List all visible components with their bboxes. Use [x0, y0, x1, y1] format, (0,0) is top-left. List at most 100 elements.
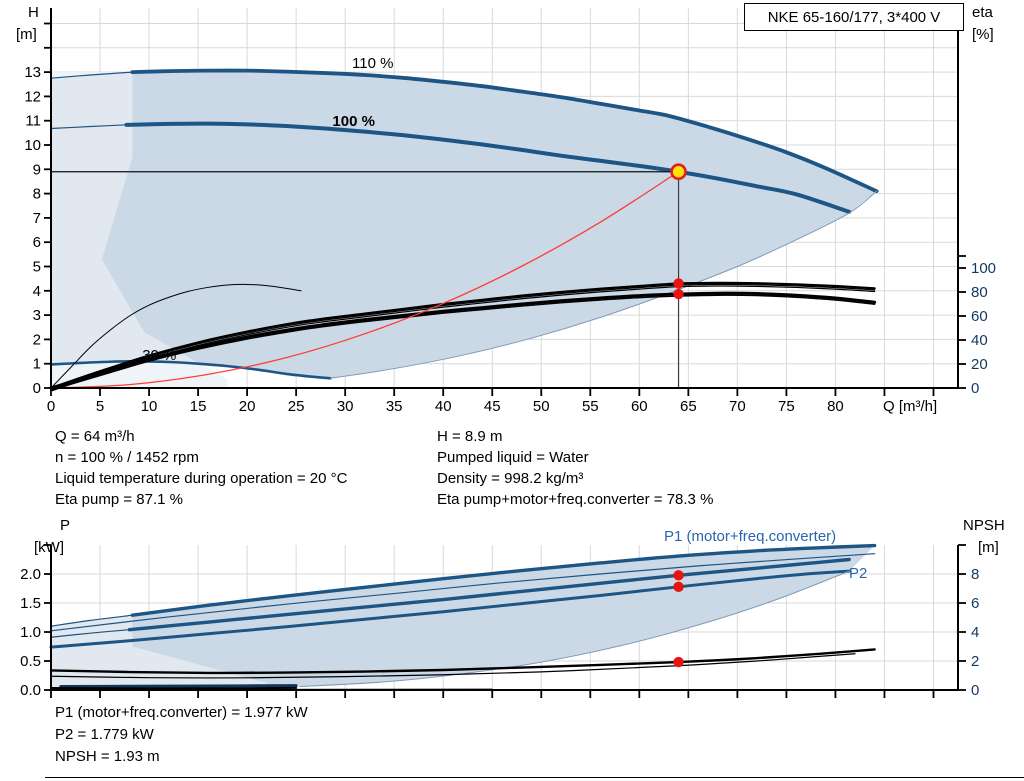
tick-label: 65 — [680, 398, 697, 415]
head-flow-chart[interactable]: 30 %110 %100 %0 5 10 15 20 25 30 35 40 45 50 55 60 65… — [24, 8, 996, 415]
p1-curve-label: P1 (motor+freq.converter) — [664, 528, 837, 545]
p1_100-curve — [127, 557, 851, 632]
tick-label: 11 — [25, 113, 41, 130]
tick-label: 0 — [971, 380, 979, 397]
p2-duty-marker[interactable] — [673, 581, 684, 593]
tick-label: 8 — [971, 566, 979, 583]
tick-label: 45 — [484, 398, 501, 415]
head_110_lead-curve — [50, 71, 133, 79]
head_100-curve — [124, 121, 852, 214]
tick-label: 60 — [971, 308, 988, 325]
info-q: Q = 64 m³/h — [55, 428, 135, 445]
power-y-axis-title: P — [60, 517, 71, 534]
tick-label: 13 — [24, 64, 41, 81]
pump-title: NKE 65-160/177, 3*400 V — [767, 8, 941, 26]
locus_p-curve — [299, 570, 850, 688]
duty-point-marker[interactable] — [670, 163, 687, 181]
result-p1: P1 (motor+freq.converter) = 1.977 kW — [55, 704, 308, 721]
tick-label: 35 — [386, 398, 403, 415]
info-temp: Liquid temperature during operation = 20… — [55, 470, 348, 487]
tick-label: 4 — [33, 283, 41, 300]
tick-label: 6 — [971, 595, 979, 612]
eta_total-curve — [49, 291, 877, 390]
pump-title-box: NKE 65-160/177, 3*400 V — [744, 3, 964, 31]
speed-label-100: 100 % — [332, 113, 375, 130]
power-npsh-chart[interactable]: 0.0 0.5 1.0 1.5 2.0 0 2 4 6 8 — [20, 543, 979, 699]
tick-label: 80 — [827, 398, 844, 415]
npsh_reduced_speed-curve — [50, 686, 298, 690]
eta_reduced_speed-curve — [50, 283, 302, 389]
tick-label: 8 — [33, 186, 41, 203]
flow-axis-title: Q [m³/h] — [883, 398, 938, 415]
bottom-separator — [45, 777, 1024, 778]
tick-label: 70 — [729, 398, 746, 415]
result-npsh: NPSH = 1.93 m — [55, 748, 160, 765]
power-y-axis-unit: [kW] — [34, 539, 64, 556]
tick-label: 20 — [971, 356, 988, 373]
eta-axis-title: eta — [972, 4, 993, 21]
tick-label: 1.5 — [20, 595, 41, 612]
p_reduced_speed-curve — [59, 684, 298, 689]
npsh_b-curve — [50, 653, 856, 679]
npsh-axis-unit: [m] — [978, 539, 999, 556]
max_flow_boundary-curve — [329, 190, 878, 379]
tick-label: 2 — [33, 331, 41, 348]
tick-label: 100 — [971, 260, 996, 277]
info-eta-pump: Eta pump = 87.1 % — [55, 491, 183, 508]
p1_trim-curve — [50, 553, 876, 632]
tick-label: 1 — [33, 356, 41, 373]
tick-label: 80 — [971, 284, 988, 301]
p2-curve-label: P2 — [849, 565, 868, 582]
p2_100-curve — [49, 569, 851, 649]
eta-axis-unit: [%] — [972, 26, 994, 43]
tick-label: 15 — [190, 398, 207, 415]
tick-label: 6 — [33, 234, 41, 251]
npsh-curve — [49, 648, 876, 675]
tick-label: 5 — [33, 259, 41, 276]
speed-label-110: 110 % — [352, 55, 393, 72]
info-eta-total: Eta pump+motor+freq.converter = 78.3 % — [437, 491, 714, 508]
p1_110-curve — [130, 543, 877, 617]
tick-label: 30 — [337, 398, 354, 415]
tick-label: 0.5 — [20, 653, 41, 670]
npsh-duty-marker[interactable] — [673, 656, 684, 668]
info-h: H = 8.9 m — [437, 428, 503, 445]
info-density: Density = 998.2 kg/m³ — [437, 470, 584, 487]
tick-label: 0 — [33, 380, 41, 397]
eta-pump-marker[interactable] — [673, 278, 684, 289]
tick-label: 40 — [435, 398, 452, 415]
tick-label: 7 — [33, 210, 41, 227]
power-range-envelope — [51, 545, 875, 688]
tick-label: 50 — [533, 398, 550, 415]
tick-label: 55 — [582, 398, 599, 415]
tick-label: 1.0 — [20, 624, 41, 641]
eta_pump-curve — [49, 281, 876, 390]
info-speed: n = 100 % / 1452 rpm — [55, 449, 199, 466]
head_100_lead-curve — [50, 124, 128, 130]
eta_pump-curve-b0 — [50, 283, 876, 391]
tick-label: 0 — [971, 682, 979, 699]
eta-total-marker[interactable] — [673, 288, 684, 300]
tick-label: 20 — [239, 398, 256, 415]
tick-label: 9 — [33, 161, 41, 178]
tick-label: 60 — [631, 398, 648, 415]
head_30-curve — [49, 359, 332, 380]
tick-label: 0.0 — [20, 682, 41, 699]
p1-duty-marker[interactable] — [673, 570, 684, 581]
tick-label: 40 — [971, 332, 988, 349]
tick-label: 2.0 — [20, 566, 41, 583]
tick-label: 10 — [24, 137, 41, 154]
tick-label: 0 — [47, 398, 55, 415]
head_110-curve — [130, 68, 879, 194]
tick-label: 25 — [288, 398, 305, 415]
tick-label: 10 — [141, 398, 158, 415]
tick-label: 2 — [971, 653, 979, 670]
operating-range-envelope — [51, 70, 877, 379]
p1_100_lead-curve — [50, 629, 131, 638]
eta_pump-curve-b1 — [50, 285, 876, 392]
head-y-axis-title: H — [28, 4, 39, 21]
tick-label: 4 — [971, 624, 979, 641]
tick-label: 3 — [33, 307, 41, 324]
